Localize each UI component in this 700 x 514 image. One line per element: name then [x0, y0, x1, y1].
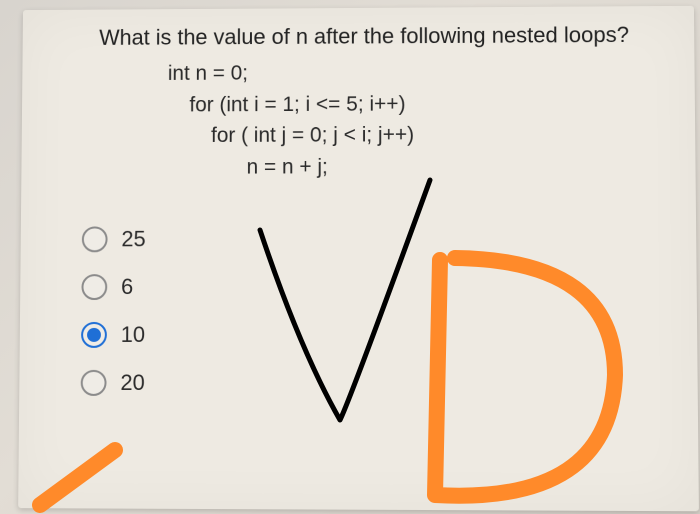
code-line-3: for ( int j = 0; j < i; j++) — [211, 118, 667, 151]
code-line-1: int n = 0; — [168, 56, 667, 90]
option-label: 6 — [121, 274, 133, 300]
option-label: 10 — [121, 322, 145, 348]
option-label: 20 — [120, 370, 144, 396]
code-block: int n = 0; for (int i = 1; i <= 5; i++) … — [167, 56, 667, 183]
radio-icon[interactable] — [81, 274, 107, 300]
radio-icon[interactable] — [82, 226, 108, 252]
option-row[interactable]: 20 — [81, 370, 670, 397]
radio-icon[interactable] — [81, 370, 107, 396]
option-row[interactable]: 10 — [81, 322, 669, 349]
option-row[interactable]: 25 — [82, 226, 668, 253]
radio-icon[interactable] — [81, 322, 107, 348]
code-line-4: n = n + j; — [247, 150, 668, 183]
question-card: What is the value of n after the followi… — [18, 6, 699, 511]
code-line-2: for (int i = 1; i <= 5; i++) — [189, 87, 666, 120]
option-label: 25 — [121, 226, 145, 252]
question-text: What is the value of n after the followi… — [99, 22, 666, 51]
answer-options: 25 6 10 20 — [81, 226, 670, 398]
option-row[interactable]: 6 — [81, 274, 668, 300]
